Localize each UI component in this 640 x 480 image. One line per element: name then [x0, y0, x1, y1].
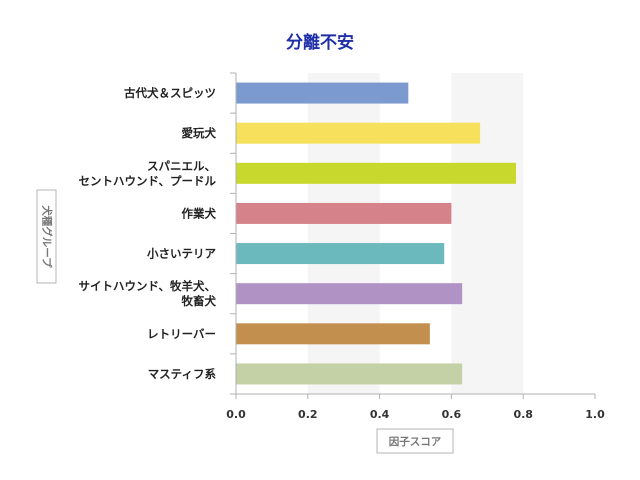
category-label: サイトハウンド、牧羊犬、牧畜犬 — [78, 279, 216, 308]
y-axis-title: 犬種グループ — [41, 204, 54, 268]
category-label: 作業犬 — [182, 206, 217, 220]
x-tick-label: 0.2 — [298, 408, 318, 421]
category-label: スパニエル、セントハウンド、プードル — [78, 159, 216, 188]
bar — [236, 323, 430, 345]
grid-bands — [307, 73, 524, 394]
bars — [236, 82, 517, 385]
axes — [230, 72, 596, 399]
bar — [236, 162, 517, 184]
x-tick-labels: 0.0 0.2 0.4 0.6 0.8 1.0 — [226, 408, 605, 421]
category-label: レトリーバー — [147, 327, 216, 341]
x-axis-title-box: 因子スコア — [376, 428, 454, 454]
category-label-line: スパニエル、 — [147, 159, 216, 173]
category-label: 古代犬＆スピッツ — [124, 86, 216, 100]
x-tick-label: 0.6 — [442, 408, 462, 421]
x-tick-label: 0.8 — [513, 408, 533, 421]
category-label-line: 牧畜犬 — [182, 294, 217, 308]
bar — [236, 122, 481, 144]
y-axis-title-box: 犬種グループ — [36, 189, 57, 284]
x-axis-title: 因子スコア — [389, 436, 442, 448]
category-label-line: 作業犬 — [182, 206, 217, 220]
grid-band — [307, 73, 380, 394]
x-tick-label: 0.0 — [226, 408, 246, 421]
chart-title: 分離不安 — [286, 32, 354, 53]
category-label-line: 古代犬＆スピッツ — [124, 86, 216, 100]
bar — [236, 363, 463, 385]
category-label-line: レトリーバー — [147, 327, 216, 341]
bar — [236, 243, 445, 265]
category-label: 愛玩犬 — [182, 126, 217, 140]
category-label: マスティフ系 — [148, 367, 217, 381]
bar — [236, 82, 409, 104]
category-label: 小さいテリア — [146, 247, 216, 261]
x-tick-label: 1.0 — [585, 408, 605, 421]
category-label-line: 愛玩犬 — [182, 126, 217, 140]
x-tick-label: 0.4 — [370, 408, 390, 421]
category-label-line: セントハウンド、プードル — [78, 174, 216, 188]
grid-band — [451, 73, 524, 394]
category-label-line: 小さいテリア — [146, 247, 216, 261]
bar — [236, 202, 452, 224]
bar — [236, 283, 463, 305]
category-labels: 古代犬＆スピッツ愛玩犬スパニエル、セントハウンド、プードル作業犬小さいテリアサイ… — [78, 86, 216, 381]
category-label-line: サイトハウンド、牧羊犬、 — [78, 279, 216, 293]
category-label-line: マスティフ系 — [148, 367, 217, 381]
